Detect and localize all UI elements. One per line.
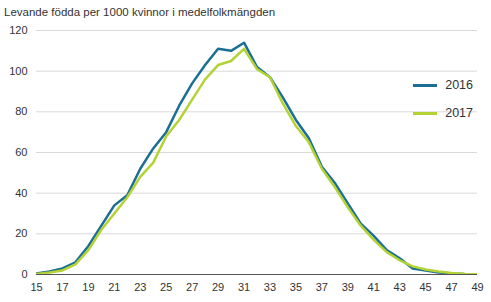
svg-text:31: 31 <box>238 281 250 293</box>
svg-text:29: 29 <box>212 281 224 293</box>
html-text:Levande födda per 1000 kvinnor: Levande födda per 1000 kvinnor i medelfo… <box>4 6 276 18</box>
html-text:2016: 2016 <box>445 78 473 92</box>
svg-text:47: 47 <box>445 281 457 293</box>
svg-text:60: 60 <box>15 146 27 158</box>
svg-text:27: 27 <box>186 281 198 293</box>
svg-text:100: 100 <box>9 65 27 77</box>
html-text:2017: 2017 <box>445 106 473 120</box>
svg-text:17: 17 <box>56 281 68 293</box>
svg-text:33: 33 <box>264 281 276 293</box>
svg-text:37: 37 <box>316 281 328 293</box>
svg-text:80: 80 <box>15 105 27 117</box>
svg-text:25: 25 <box>160 281 172 293</box>
svg-text:35: 35 <box>290 281 302 293</box>
svg-text:120: 120 <box>9 24 27 36</box>
svg-text:41: 41 <box>368 281 380 293</box>
svg-text:0: 0 <box>21 268 27 280</box>
svg-text:19: 19 <box>82 281 94 293</box>
svg-text:21: 21 <box>108 281 120 293</box>
svg-text:40: 40 <box>15 187 27 199</box>
svg-text:39: 39 <box>342 281 354 293</box>
svg-text:20: 20 <box>15 227 27 239</box>
svg-text:45: 45 <box>419 281 431 293</box>
svg-text:15: 15 <box>30 281 42 293</box>
svg-text:49: 49 <box>471 281 483 293</box>
svg-text:23: 23 <box>134 281 146 293</box>
svg-text:43: 43 <box>394 281 406 293</box>
